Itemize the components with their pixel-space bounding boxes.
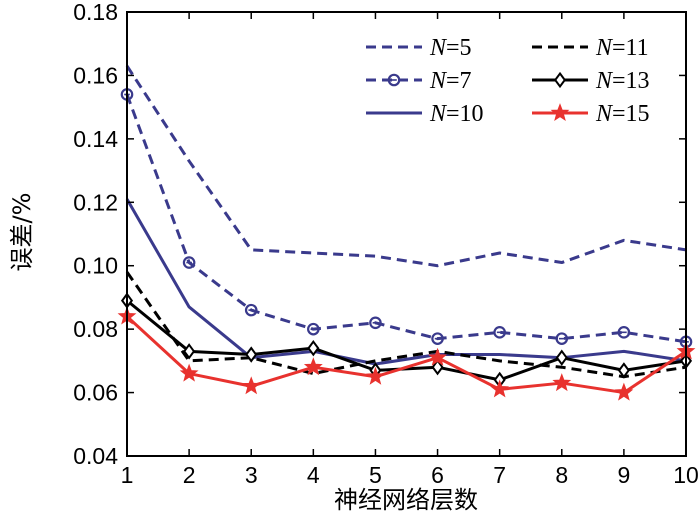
axes-frame — [126, 11, 687, 457]
x-tick-label: 4 — [307, 462, 320, 488]
y-tick-label: 0.18 — [73, 0, 118, 25]
series-n-5 — [125, 65, 687, 268]
series-n-10 — [125, 198, 687, 366]
data-point — [552, 373, 572, 392]
series-line — [125, 93, 687, 344]
data-point — [303, 357, 323, 376]
data-point — [241, 376, 261, 395]
y-axis-title: 误差/% — [8, 193, 36, 272]
y-tick-label: 0.10 — [73, 253, 118, 279]
legend-entry: N=7 — [366, 68, 472, 94]
legend-marker — [553, 71, 567, 89]
legend-entry: N=15 — [532, 101, 650, 127]
y-tick-label: 0.08 — [73, 316, 118, 342]
legend-label: N=11 — [595, 35, 649, 61]
data-point — [431, 359, 444, 376]
x-axis-title: 神经网络层数 — [334, 486, 478, 514]
y-tick-label: 0.04 — [73, 443, 118, 469]
data-point — [182, 256, 196, 269]
legend-entry: N=10 — [366, 101, 484, 127]
data-point — [431, 332, 444, 345]
data-point — [614, 382, 634, 401]
series-n-7 — [120, 88, 693, 349]
x-tick-label: 5 — [369, 462, 382, 488]
x-tick-label: 9 — [617, 462, 630, 488]
legend-entry: N=5 — [366, 35, 472, 61]
data-point — [555, 349, 568, 366]
series-line — [125, 315, 687, 395]
data-point — [617, 326, 631, 339]
legend-label: N=10 — [429, 101, 484, 127]
legend-label: N=5 — [429, 35, 472, 61]
x-tick-label: 6 — [431, 462, 444, 488]
series-line — [125, 271, 687, 379]
data-point — [428, 347, 447, 366]
series-line — [125, 65, 687, 268]
data-point — [245, 346, 258, 363]
x-tick-label: 8 — [555, 462, 568, 488]
data-point — [366, 366, 385, 385]
legend-entry: N=13 — [532, 68, 650, 94]
x-tick-label: 1 — [121, 462, 134, 488]
x-tick-label: 2 — [183, 462, 196, 488]
legend-entry: N=11 — [532, 35, 649, 61]
y-tick-label: 0.16 — [73, 62, 118, 88]
data-point — [307, 339, 320, 357]
data-point — [493, 326, 506, 339]
x-tick-label: 7 — [493, 462, 506, 488]
y-tick-label: 0.12 — [73, 189, 118, 215]
legend-label: N=7 — [429, 68, 472, 94]
data-point — [183, 343, 196, 360]
data-point — [369, 316, 382, 330]
y-tick-label: 0.14 — [73, 126, 118, 152]
legend-label: N=15 — [595, 101, 650, 127]
y-tick-label: 0.06 — [73, 380, 118, 406]
series-line — [125, 198, 687, 366]
legend-label: N=13 — [595, 68, 650, 94]
data-point — [555, 332, 569, 345]
legend: N=5 N=7 N=10 N=11 N=13 N=15 — [366, 35, 650, 127]
x-tick-label: 3 — [245, 462, 258, 488]
data-point — [244, 303, 258, 317]
axes: 1 2 3 4 5 6 7 8 9 10 0.04 0.06 0.08 0.10 0.12 0.14 0.16 0… — [73, 0, 699, 488]
data-point — [307, 322, 320, 336]
legend-marker — [550, 103, 570, 122]
legend-marker — [387, 73, 401, 87]
series-n-11 — [125, 271, 687, 379]
x-tick-label: 10 — [673, 462, 699, 488]
data-point — [617, 362, 630, 379]
data-point — [490, 379, 510, 398]
data-point — [179, 363, 199, 382]
series-line — [126, 299, 687, 382]
